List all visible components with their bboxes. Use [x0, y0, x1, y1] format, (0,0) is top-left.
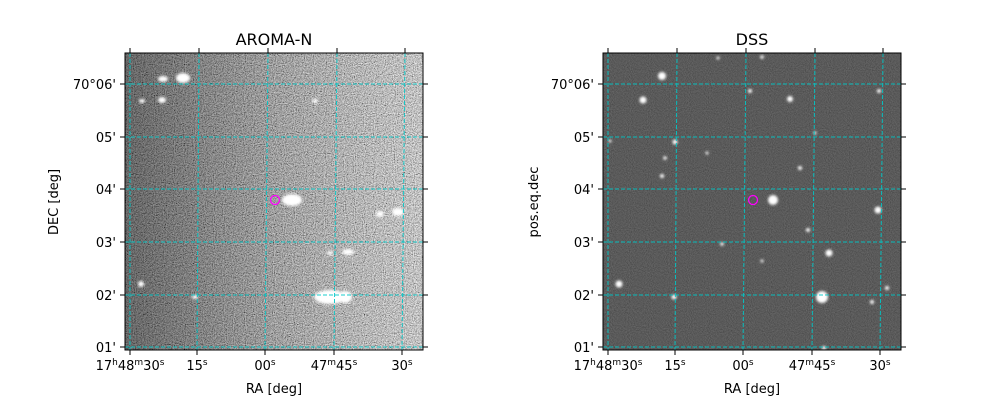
dec-tick-label: 01'	[96, 341, 116, 356]
axes-frame	[602, 52, 902, 351]
x-axis-label: RA [deg]	[246, 382, 302, 397]
ra-tick-label: 15s	[664, 358, 686, 374]
ra-tick-label: 30s	[391, 358, 413, 374]
axes-frame	[124, 52, 424, 351]
ra-tick-label: 47m45s	[311, 358, 358, 374]
target-marker	[269, 194, 281, 206]
ra-tick-label: 00s	[732, 358, 754, 374]
dec-tick-label: 03'	[96, 236, 116, 251]
panel-title: AROMA-N	[236, 30, 313, 49]
dec-tick-label: 01'	[574, 341, 594, 356]
dec-tick-label: 03'	[574, 236, 594, 251]
dss-grid	[603, 52, 901, 351]
dec-tick-label: 02'	[96, 289, 116, 304]
x-axis-label: RA [deg]	[724, 382, 780, 397]
ra-tick-label: 00s	[254, 358, 276, 374]
ra-tick-label: 17h48m30s	[96, 358, 165, 374]
y-axis-label: pos.eq.dec	[527, 167, 542, 238]
ra-tick-label: 30s	[869, 358, 891, 374]
dec-tick-label: 70°06'	[73, 78, 116, 93]
dec-tick-label: 05'	[574, 131, 594, 146]
dss-image	[603, 53, 901, 350]
panel-dss: DSS	[527, 30, 906, 397]
aroma-n-grid	[125, 52, 423, 351]
ra-tick-label: 17h48m30s	[574, 358, 643, 374]
aroma-n-image	[125, 53, 423, 350]
dec-tick-label: 04'	[574, 183, 594, 198]
panel-aroma-n: AROMA-N	[47, 30, 428, 397]
target-marker	[747, 194, 759, 206]
dec-tick-label: 04'	[96, 183, 116, 198]
y-axis-label: DEC [deg]	[47, 169, 62, 235]
dec-tick-label: 05'	[96, 131, 116, 146]
ra-tick-label: 47m45s	[789, 358, 836, 374]
dec-tick-label: 02'	[574, 289, 594, 304]
ra-tick-label: 15s	[186, 358, 208, 374]
dec-tick-label: 70°06'	[551, 78, 594, 93]
panel-title: DSS	[736, 30, 769, 49]
